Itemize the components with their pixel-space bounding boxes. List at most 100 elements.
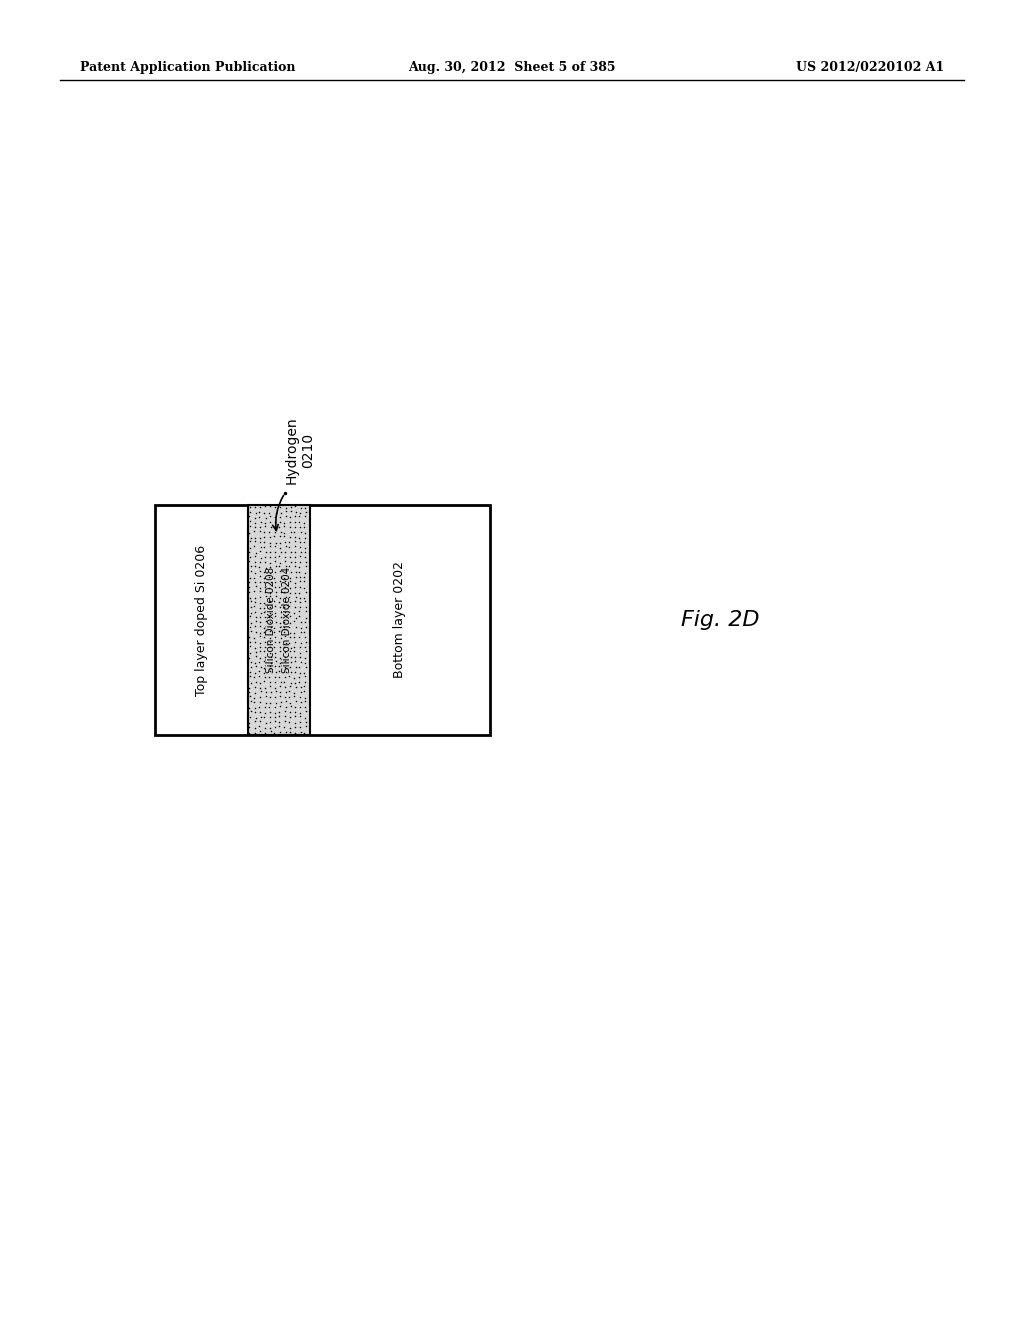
Point xyxy=(247,697,263,718)
Point xyxy=(283,647,299,668)
Point xyxy=(251,557,267,578)
Point xyxy=(276,676,293,697)
Point xyxy=(272,692,289,713)
Point xyxy=(243,591,259,612)
Point xyxy=(297,647,313,668)
Point xyxy=(247,556,263,577)
Point xyxy=(267,651,284,672)
Point xyxy=(296,636,312,657)
Point xyxy=(257,552,273,573)
Point xyxy=(262,656,279,677)
Point xyxy=(275,636,292,657)
Point xyxy=(252,632,268,653)
Point xyxy=(297,528,313,549)
Point xyxy=(278,506,294,527)
Point xyxy=(248,622,264,643)
Point xyxy=(247,512,263,533)
Point xyxy=(271,616,288,638)
Point xyxy=(272,606,289,627)
Point xyxy=(272,521,289,543)
Point xyxy=(291,527,307,548)
Point xyxy=(252,642,268,663)
Point xyxy=(267,503,284,524)
Point xyxy=(283,511,299,532)
Text: Fig. 2D: Fig. 2D xyxy=(681,610,759,630)
Point xyxy=(261,606,278,627)
Point xyxy=(251,661,267,682)
Point xyxy=(287,546,303,568)
Point xyxy=(253,536,269,557)
Point xyxy=(252,686,268,708)
Point xyxy=(243,597,259,618)
Point xyxy=(246,536,262,557)
Point xyxy=(266,541,283,562)
Point xyxy=(266,631,283,652)
Point xyxy=(283,651,299,672)
Point xyxy=(296,622,312,643)
Point xyxy=(282,681,298,702)
Point xyxy=(247,692,263,713)
Point xyxy=(253,681,269,702)
Point xyxy=(257,577,273,598)
Point xyxy=(293,681,309,702)
Point xyxy=(267,581,284,602)
Point xyxy=(266,717,283,738)
Point xyxy=(297,581,313,602)
Point xyxy=(257,696,273,717)
Point xyxy=(262,643,279,664)
Point xyxy=(291,582,307,603)
Point xyxy=(292,536,308,557)
Point xyxy=(291,667,307,688)
Point xyxy=(247,663,263,684)
Point xyxy=(267,611,284,632)
Point xyxy=(258,611,274,632)
Point xyxy=(256,503,272,524)
Point xyxy=(270,545,287,566)
Point xyxy=(278,500,294,521)
Point xyxy=(242,616,258,638)
Point xyxy=(292,717,308,738)
Point xyxy=(252,626,268,647)
Point xyxy=(266,507,283,528)
Point xyxy=(262,541,279,562)
Point xyxy=(296,626,312,647)
Point xyxy=(243,656,259,677)
Point xyxy=(267,546,284,568)
Point xyxy=(271,705,288,726)
Point xyxy=(272,647,289,668)
Point xyxy=(256,532,272,553)
Point xyxy=(267,692,284,713)
Point xyxy=(272,511,289,532)
Point xyxy=(296,512,312,533)
Point xyxy=(248,503,264,524)
Point xyxy=(292,711,308,733)
Point xyxy=(287,496,303,517)
Point xyxy=(258,557,274,578)
Point xyxy=(298,597,314,618)
Point xyxy=(248,672,264,693)
Point xyxy=(242,587,258,609)
Point xyxy=(288,502,304,523)
Point xyxy=(266,511,283,532)
Point xyxy=(257,581,273,602)
Point xyxy=(286,521,302,543)
Point xyxy=(246,568,262,589)
Point xyxy=(261,527,278,548)
Point xyxy=(242,516,258,537)
Point xyxy=(266,516,283,537)
Point xyxy=(297,632,313,653)
Point xyxy=(283,543,299,564)
Point xyxy=(242,636,258,657)
Point xyxy=(242,677,258,698)
Point xyxy=(282,536,298,557)
Point xyxy=(257,632,273,653)
Point xyxy=(252,721,268,742)
Point xyxy=(267,602,284,623)
Point xyxy=(282,577,298,598)
Point xyxy=(288,531,304,552)
Point xyxy=(293,677,309,698)
Point xyxy=(288,676,304,697)
Point xyxy=(247,701,263,722)
Point xyxy=(242,531,258,552)
Point xyxy=(297,502,313,523)
